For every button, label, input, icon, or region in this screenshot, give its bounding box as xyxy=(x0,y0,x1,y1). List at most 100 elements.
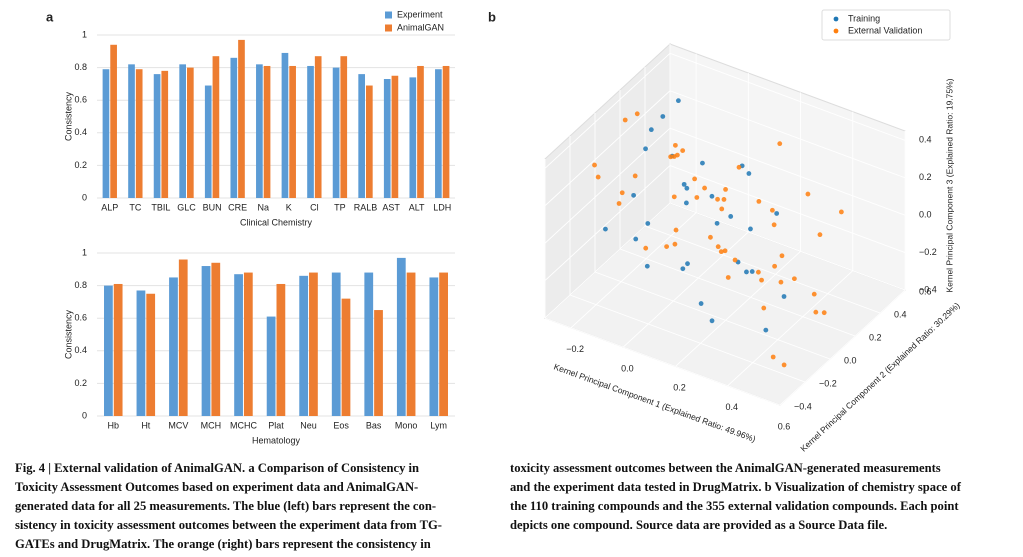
point xyxy=(634,111,640,117)
point xyxy=(723,186,728,192)
point xyxy=(771,222,777,228)
point xyxy=(759,277,764,283)
caption-line: and the experiment data tested in DrugMa… xyxy=(510,480,962,494)
caption-line: Toxicity Assessment Outcomes based on ex… xyxy=(15,480,418,494)
x-tick-label: 0.6 xyxy=(778,421,791,431)
y-tick-label: 0.4 xyxy=(74,345,87,355)
x-tick-label: MCV xyxy=(168,420,188,430)
grid-line xyxy=(669,90,906,179)
x-tick-label: Mono xyxy=(395,420,418,430)
point xyxy=(811,291,817,297)
point xyxy=(616,201,622,206)
y-tick-label: 0.2 xyxy=(74,160,87,170)
bar xyxy=(396,257,406,416)
bar xyxy=(256,64,263,198)
point xyxy=(668,154,674,160)
grid-line xyxy=(669,165,906,254)
point xyxy=(685,261,690,267)
point xyxy=(672,241,678,247)
point xyxy=(673,227,679,233)
x-tick-label: Ht xyxy=(141,420,150,430)
x-tick-label: Lym xyxy=(430,420,447,430)
bar xyxy=(234,274,243,416)
panel-label: a xyxy=(46,9,54,24)
grid-line xyxy=(644,225,881,314)
bar xyxy=(135,69,143,198)
y-tick-label: 0 xyxy=(82,192,87,202)
point xyxy=(671,154,677,159)
point xyxy=(817,232,823,238)
bar xyxy=(243,272,253,416)
point xyxy=(732,257,738,263)
bar xyxy=(442,65,450,198)
legend-label: External Validation xyxy=(848,25,922,35)
caption-line: GATEs and DrugMatrix. The orange (right)… xyxy=(15,537,431,551)
bar xyxy=(136,290,146,416)
bar xyxy=(187,67,194,198)
bar xyxy=(201,266,211,416)
x-tick-label: 0.2 xyxy=(673,383,686,393)
point xyxy=(769,207,775,213)
x-tick-label: TC xyxy=(129,202,141,212)
point xyxy=(709,193,715,199)
y-tick-label: −0.2 xyxy=(819,378,837,388)
y-tick-label: 1 xyxy=(82,247,87,257)
y-tick-label: −0.4 xyxy=(794,401,812,411)
grid-line xyxy=(727,270,854,386)
caption-line: generated data for all 25 measurements. … xyxy=(15,499,436,513)
point xyxy=(722,248,728,254)
point xyxy=(595,174,601,180)
grid-line xyxy=(779,289,906,406)
x-tick-label: Hb xyxy=(108,420,120,430)
bar xyxy=(358,74,365,198)
bar xyxy=(314,56,322,198)
caption-line: Fig. 4 | External validation of AnimalGA… xyxy=(15,461,419,475)
bar xyxy=(289,65,296,198)
y-tick-label: 0.8 xyxy=(74,62,87,72)
grid-line xyxy=(669,127,906,216)
y-axis-label: Consistency xyxy=(63,91,73,141)
bar xyxy=(340,56,348,198)
caption-text: toxicity assessment outcomes between the… xyxy=(510,461,941,475)
x-tick-label: BUN xyxy=(203,202,222,212)
bar xyxy=(238,39,245,198)
bar xyxy=(309,272,318,416)
bar xyxy=(178,259,188,416)
point xyxy=(643,146,648,152)
y-tick-label: 0 xyxy=(82,410,87,420)
point xyxy=(736,164,742,170)
x-tick-label: AST xyxy=(382,202,400,212)
legend-label: Experiment xyxy=(397,9,443,19)
grid-line xyxy=(619,248,856,337)
x-tick-label: Plat xyxy=(268,420,284,430)
caption-line: toxicity assessment outcomes between the… xyxy=(510,461,941,475)
point xyxy=(664,244,670,249)
x-axis-label: Clinical Chemistry xyxy=(240,217,313,227)
caption-text: GATEs and DrugMatrix. The orange (right)… xyxy=(15,537,431,551)
point xyxy=(748,226,753,232)
grid-line xyxy=(675,251,801,367)
grid-line xyxy=(544,90,671,207)
bar xyxy=(263,65,271,198)
x-tick-label: LDH xyxy=(433,202,451,212)
point xyxy=(622,117,628,123)
bar xyxy=(417,65,424,198)
x-tick-label: ALP xyxy=(101,202,118,212)
caption-text: the 110 training compounds and the 355 e… xyxy=(510,499,959,513)
bar xyxy=(366,85,373,198)
grid-line xyxy=(544,127,671,244)
bar xyxy=(212,56,220,198)
bar xyxy=(146,293,156,416)
point xyxy=(781,294,787,299)
x-tick-label: K xyxy=(286,202,292,212)
point xyxy=(719,206,725,212)
legend-label: AnimalGAN xyxy=(397,22,444,32)
bar xyxy=(307,65,314,198)
x-tick-label: Na xyxy=(257,202,269,212)
point xyxy=(660,114,666,119)
point xyxy=(715,244,721,250)
grid-line xyxy=(569,294,806,383)
legend-marker xyxy=(833,28,839,34)
point xyxy=(721,197,727,202)
